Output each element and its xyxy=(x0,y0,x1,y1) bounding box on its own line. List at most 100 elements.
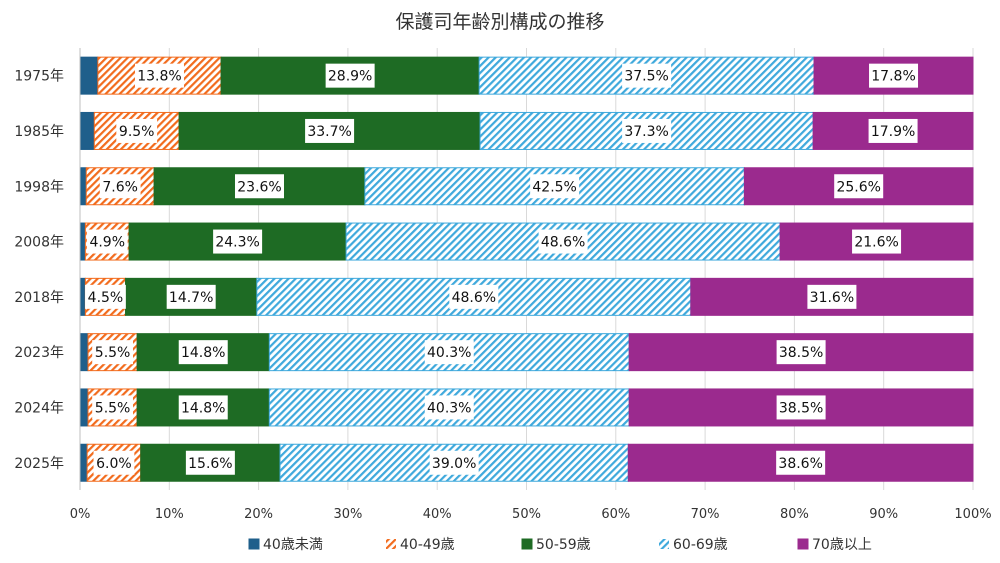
bar-segment xyxy=(79,222,86,261)
data-label-box xyxy=(178,340,228,365)
bar-segment xyxy=(79,167,87,206)
bar-segment xyxy=(79,56,99,95)
x-tick-label: 10% xyxy=(155,507,184,522)
chart-title: 保護司年齢別構成の推移 xyxy=(395,11,604,33)
data-label: 33.7% xyxy=(307,124,351,140)
x-tick-label: 70% xyxy=(691,507,720,522)
data-label-box xyxy=(85,284,126,309)
data-label-box xyxy=(530,174,580,199)
y-category-label: 2008年 xyxy=(14,235,64,251)
data-label: 24.3% xyxy=(215,235,259,251)
x-tick-label: 100% xyxy=(954,507,991,522)
data-label: 37.3% xyxy=(624,124,668,140)
bar-segment xyxy=(79,111,95,150)
data-label: 40.3% xyxy=(427,400,471,416)
data-label: 39.0% xyxy=(432,456,476,472)
x-tick-label: 20% xyxy=(244,507,273,522)
data-label: 4.5% xyxy=(88,290,124,306)
legend-label: 60-69歳 xyxy=(673,537,728,553)
bar-segment xyxy=(140,443,281,482)
data-label-box xyxy=(776,395,826,420)
x-tick-label: 80% xyxy=(780,507,809,522)
y-category-label: 1975年 xyxy=(14,69,64,85)
data-label: 38.5% xyxy=(779,400,823,416)
bar-segment xyxy=(79,388,89,427)
y-category-label: 1985年 xyxy=(14,124,64,140)
x-tick-label: 90% xyxy=(869,507,898,522)
y-category-label: 2023年 xyxy=(14,345,64,361)
x-tick-label: 50% xyxy=(512,507,541,522)
bar-segment xyxy=(268,333,630,372)
x-tick-label: 0% xyxy=(70,507,91,522)
data-label-box xyxy=(234,174,284,199)
data-label-box xyxy=(852,229,902,254)
data-label-box xyxy=(538,229,588,254)
bar-segment xyxy=(79,277,86,316)
legend-label: 40歳未満 xyxy=(263,537,323,553)
data-label-box xyxy=(166,284,216,309)
data-label-box xyxy=(93,450,135,475)
data-label: 14.7% xyxy=(169,290,213,306)
data-label-box xyxy=(116,118,158,143)
bar-segment xyxy=(136,388,270,427)
data-label-box xyxy=(868,118,918,143)
data-label-box xyxy=(99,174,141,199)
data-label: 5.5% xyxy=(95,400,131,416)
legend-swatch xyxy=(797,538,809,550)
data-label-box xyxy=(213,229,263,254)
data-label: 7.6% xyxy=(102,179,138,195)
bar-segment xyxy=(79,333,89,372)
data-label-box xyxy=(776,450,826,475)
x-tick-label: 30% xyxy=(333,507,362,522)
data-label: 17.8% xyxy=(871,69,915,85)
data-label: 38.6% xyxy=(778,456,822,472)
data-label-box xyxy=(178,395,228,420)
data-label: 48.6% xyxy=(452,290,496,306)
data-label-box xyxy=(776,340,826,365)
data-label-box xyxy=(622,63,672,88)
x-tick-label: 60% xyxy=(601,507,630,522)
legend-swatch xyxy=(386,539,396,549)
data-label: 17.9% xyxy=(871,124,915,140)
y-category-label: 1998年 xyxy=(14,179,64,195)
bar-segment xyxy=(479,111,814,150)
data-label: 5.5% xyxy=(95,345,131,361)
data-label-box xyxy=(86,229,128,254)
x-tick-label: 40% xyxy=(423,507,452,522)
data-label-box xyxy=(134,63,184,88)
data-label: 13.8% xyxy=(137,69,181,85)
data-label: 37.5% xyxy=(624,69,668,85)
data-label-box xyxy=(429,450,479,475)
bar-segment xyxy=(79,443,88,482)
data-label: 48.6% xyxy=(541,235,585,251)
y-category-label: 2025年 xyxy=(14,456,64,472)
data-label: 14.8% xyxy=(181,345,225,361)
legend-swatch xyxy=(248,538,260,550)
legend-label: 70歳以上 xyxy=(812,537,872,553)
data-label: 4.9% xyxy=(89,235,125,251)
data-label: 23.6% xyxy=(237,179,281,195)
legend-swatch xyxy=(659,539,669,549)
data-label: 25.6% xyxy=(836,179,880,195)
data-label: 6.0% xyxy=(96,456,132,472)
data-label-box xyxy=(622,118,672,143)
data-label: 14.8% xyxy=(181,400,225,416)
data-label: 40.3% xyxy=(427,345,471,361)
data-label-box xyxy=(869,63,919,88)
data-label-box xyxy=(92,340,133,365)
data-label: 9.5% xyxy=(119,124,155,140)
data-label-box xyxy=(424,395,474,420)
bar-segment xyxy=(178,111,481,150)
data-label-box xyxy=(449,284,499,309)
data-label: 28.9% xyxy=(328,69,372,85)
legend-label: 50-59歳 xyxy=(536,537,591,553)
legend-label: 40-49歳 xyxy=(400,537,455,553)
y-category-label: 2024年 xyxy=(14,400,64,416)
y-category-label: 2018年 xyxy=(14,290,64,306)
data-label: 38.5% xyxy=(779,345,823,361)
legend-swatch xyxy=(521,538,533,550)
data-label-box xyxy=(305,118,355,143)
data-label-box xyxy=(185,450,235,475)
